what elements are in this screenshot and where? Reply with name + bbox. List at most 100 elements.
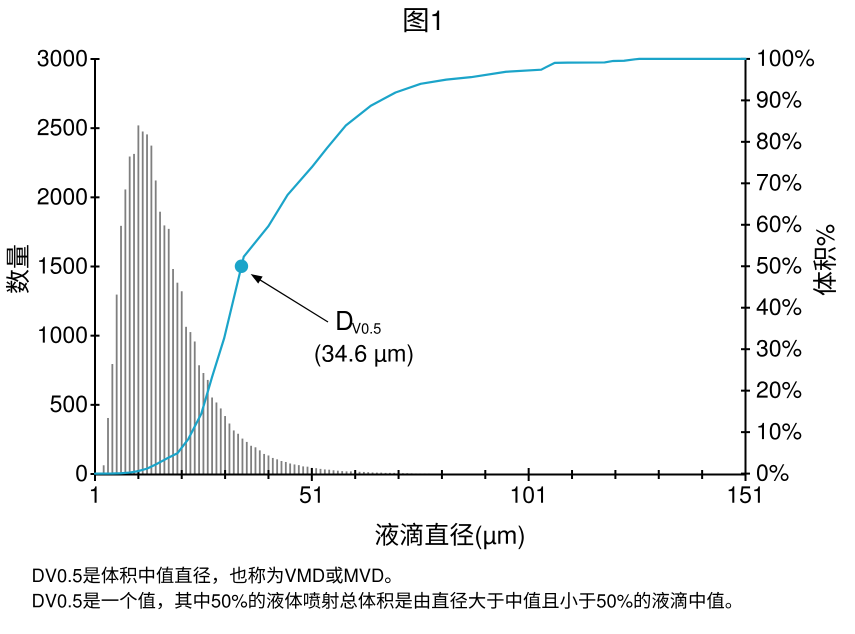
y-right-tick-label <box>756 381 802 399</box>
y-right-tick-labels <box>756 49 815 482</box>
y-right-tick-label <box>758 422 802 440</box>
y-right-tick-label <box>756 215 802 233</box>
x-tick-label <box>728 486 760 504</box>
histogram-bar <box>120 225 122 475</box>
y-right-tick-label <box>756 91 802 108</box>
y-right-axis-label <box>813 224 837 296</box>
y-left-tick-label <box>37 49 87 67</box>
chart-title-text <box>404 8 440 33</box>
histogram-bar <box>206 379 209 475</box>
histogram-bar <box>176 282 179 475</box>
histogram-bar <box>124 189 127 475</box>
histogram-bar <box>215 402 218 475</box>
histogram-bar <box>163 225 166 475</box>
histogram-bar <box>250 445 253 475</box>
histogram-bar <box>133 153 135 475</box>
histogram-bar <box>237 433 240 475</box>
x-axis-label <box>375 522 524 550</box>
y-right-tick-label <box>757 174 802 191</box>
y-left-tick-label <box>76 464 87 482</box>
histogram-bar <box>245 441 248 475</box>
histogram-bar <box>306 466 309 475</box>
histogram-bar <box>241 438 244 475</box>
histogram-bar <box>185 326 187 475</box>
histogram-bar <box>349 471 352 475</box>
histogram-bar <box>280 461 283 475</box>
histogram-bar <box>167 228 170 475</box>
histogram-bar <box>146 134 148 475</box>
y-right-tick-label <box>756 339 802 357</box>
histogram-bar <box>141 131 144 475</box>
y-right-tick-label <box>756 298 802 316</box>
y-left-tick-label <box>39 257 87 275</box>
y-left-axis-label <box>5 245 30 294</box>
histogram-bar <box>328 469 331 475</box>
histogram-bar <box>172 268 174 475</box>
y-left-tick-label <box>50 395 87 413</box>
histogram-bar <box>323 469 326 475</box>
cumulative-volume-curve <box>93 57 747 475</box>
histogram-bar <box>297 465 300 475</box>
histogram-bar <box>345 471 348 475</box>
histogram-bar <box>271 457 274 475</box>
histogram-bar <box>267 455 270 475</box>
histogram-bar <box>224 416 226 475</box>
chart-title <box>404 8 440 33</box>
y-right-tick-label <box>756 132 802 150</box>
x-tick-label <box>90 486 97 503</box>
histogram-bar <box>232 430 235 475</box>
annotation-label-main <box>337 311 353 330</box>
y-left-tick-label <box>37 118 87 136</box>
histogram-bar <box>211 397 213 475</box>
histogram-bar <box>336 470 339 475</box>
histogram-bar <box>154 180 157 475</box>
y-left-axis-label-text <box>5 245 30 294</box>
histogram-bar <box>319 468 322 475</box>
annotation-dv05 <box>250 274 413 367</box>
histogram-bar <box>367 472 370 475</box>
x-tick-label <box>511 486 544 504</box>
y-right-tick-label <box>756 256 802 274</box>
histogram-bar <box>219 408 222 475</box>
annotation-label-sub <box>351 322 381 334</box>
y-left-tick-labels <box>37 49 87 482</box>
histogram-bar <box>358 471 361 475</box>
footnote <box>33 566 732 610</box>
cumulative-curve-line <box>93 57 747 475</box>
x-tick-label <box>299 486 320 504</box>
histogram-bar <box>107 417 109 475</box>
annotation-arrow-line <box>257 277 329 323</box>
y-left-tick-label <box>39 326 87 344</box>
histogram-bar <box>332 470 335 475</box>
histogram-bar <box>293 464 296 475</box>
histogram-bar <box>228 423 231 475</box>
histogram-bar <box>150 145 153 475</box>
axes <box>90 57 750 481</box>
histogram-bars <box>102 125 534 475</box>
histogram-bar <box>137 125 140 475</box>
y-right-tick-label <box>758 49 815 67</box>
histogram-bar <box>289 463 292 475</box>
histogram-bar <box>263 453 266 475</box>
histogram-bar <box>202 373 205 475</box>
y-left-tick-label <box>37 188 87 205</box>
histogram-bar <box>159 211 161 475</box>
histogram-bar <box>341 471 344 475</box>
histogram-bar <box>371 472 374 475</box>
median-point-marker <box>234 259 249 273</box>
y-right-axis-label-text <box>813 224 837 296</box>
histogram-bar <box>258 450 261 475</box>
footnote-line-1 <box>33 566 391 584</box>
histogram-bar <box>102 465 105 475</box>
histogram-bar <box>115 294 118 475</box>
histogram-bar <box>189 332 192 475</box>
x-axis-label-text <box>375 522 524 550</box>
x-tick-labels <box>90 486 760 504</box>
histogram-bar <box>180 291 183 475</box>
histogram-bar <box>284 461 287 475</box>
annotation-label-value <box>315 344 413 367</box>
histogram-bar <box>111 364 114 475</box>
histogram-bar <box>128 156 131 475</box>
